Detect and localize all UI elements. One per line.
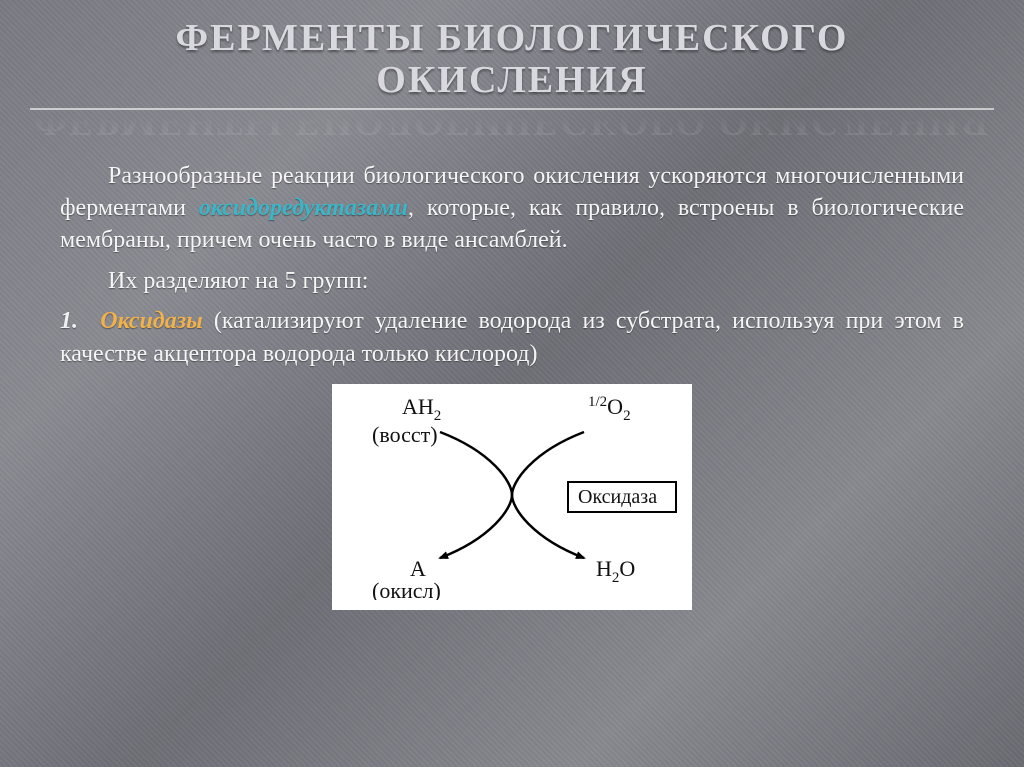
arc-left	[440, 432, 512, 558]
list-number: 1.	[60, 308, 78, 334]
reaction-svg: AH2 (восст) 1/2O2 Оксидаза A (окисл)	[340, 390, 684, 600]
list-item-1: 1. Оксидазы (катализируют удаление водор…	[60, 305, 964, 370]
slide-title-reflection: ФЕРМЕНТЫ БИОЛОГИЧЕСКОГО ОКИСЛЕНИЯ	[30, 100, 994, 142]
slide-title: ФЕРМЕНТЫ БИОЛОГИЧЕСКОГО ОКИСЛЕНИЯ	[60, 18, 964, 102]
label-vosst: (восст)	[372, 422, 438, 447]
label-half-o2: 1/2O2	[588, 394, 631, 424]
highlight-oxidases: Оксидазы	[100, 308, 203, 334]
slide-body: Разнообразные реакции биологического оки…	[0, 120, 1024, 630]
label-ah2: AH2	[402, 394, 441, 424]
label-okisl: (окисл)	[372, 578, 441, 600]
title-wrap: ФЕРМЕНТЫ БИОЛОГИЧЕСКОГО ОКИСЛЕНИЯ ФЕРМЕН…	[30, 0, 994, 110]
oxidase-label: Оксидаза	[578, 486, 657, 508]
paragraph-1: Разнообразные реакции биологического оки…	[60, 160, 964, 257]
slide: ФЕРМЕНТЫ БИОЛОГИЧЕСКОГО ОКИСЛЕНИЯ ФЕРМЕН…	[0, 0, 1024, 767]
paragraph-2: Их разделяют на 5 групп:	[60, 265, 964, 297]
reaction-diagram: AH2 (восст) 1/2O2 Оксидаза A (окисл)	[332, 384, 692, 610]
highlight-oxidoreductases: оксидоредуктазами	[199, 195, 408, 221]
label-h2o: H2O	[596, 556, 635, 586]
